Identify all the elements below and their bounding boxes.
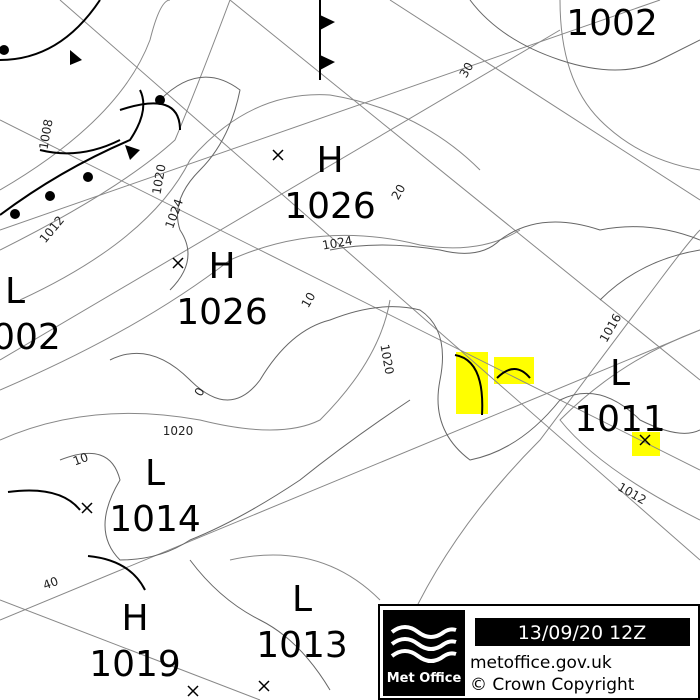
footer: Met Office 13/09/20 12Z metoffice.gov.uk… [378, 604, 700, 700]
coastlines [59, 0, 700, 691]
website: metoffice.gov.uk [470, 653, 612, 673]
centre-pressure: 1002 [0, 317, 61, 358]
centre-type: H [121, 598, 148, 639]
isobar-label: 1020 [377, 343, 396, 376]
highlights [456, 352, 660, 456]
timestamp-bar [475, 618, 690, 646]
edge-pressure: 1002 [566, 3, 658, 44]
copyright: © Crown Copyright [470, 675, 635, 695]
centre-type: H [316, 140, 343, 181]
isobar-label: 1020 [150, 163, 169, 196]
isobar-label: 1024 [321, 234, 354, 253]
centre-type: H [208, 246, 235, 287]
centre-pressure: 1014 [109, 499, 201, 540]
logo-text: Met Office [387, 671, 462, 686]
centre-type: L [292, 579, 312, 620]
isobar-label: 1020 [163, 424, 194, 438]
grid-label: 10 [299, 290, 319, 310]
centre-pressure: 1019 [89, 644, 181, 685]
centre-pressure: 1026 [284, 186, 376, 227]
grid-label: 10 [71, 450, 90, 468]
centre-pressure: 1011 [574, 399, 666, 440]
centre-type: L [610, 353, 630, 394]
timestamp: 13/09/20 12Z [518, 622, 647, 644]
centre-type: L [145, 453, 165, 494]
isobar-label: 1008 [37, 118, 56, 151]
centre-pressure: 1026 [176, 292, 268, 333]
front-symbols [0, 15, 335, 219]
grid-label: 40 [41, 574, 60, 592]
grid-label: 30 [457, 60, 477, 80]
grid-label: 20 [389, 182, 409, 202]
pressure-centres: H 1026 H 1026 L 1014 H 1019 L 1013 L 101… [0, 3, 666, 685]
centre-pressure: 1013 [256, 625, 348, 666]
centre-crosses [81, 149, 651, 697]
centre-type: L [5, 271, 25, 312]
logo-waves [390, 625, 457, 663]
